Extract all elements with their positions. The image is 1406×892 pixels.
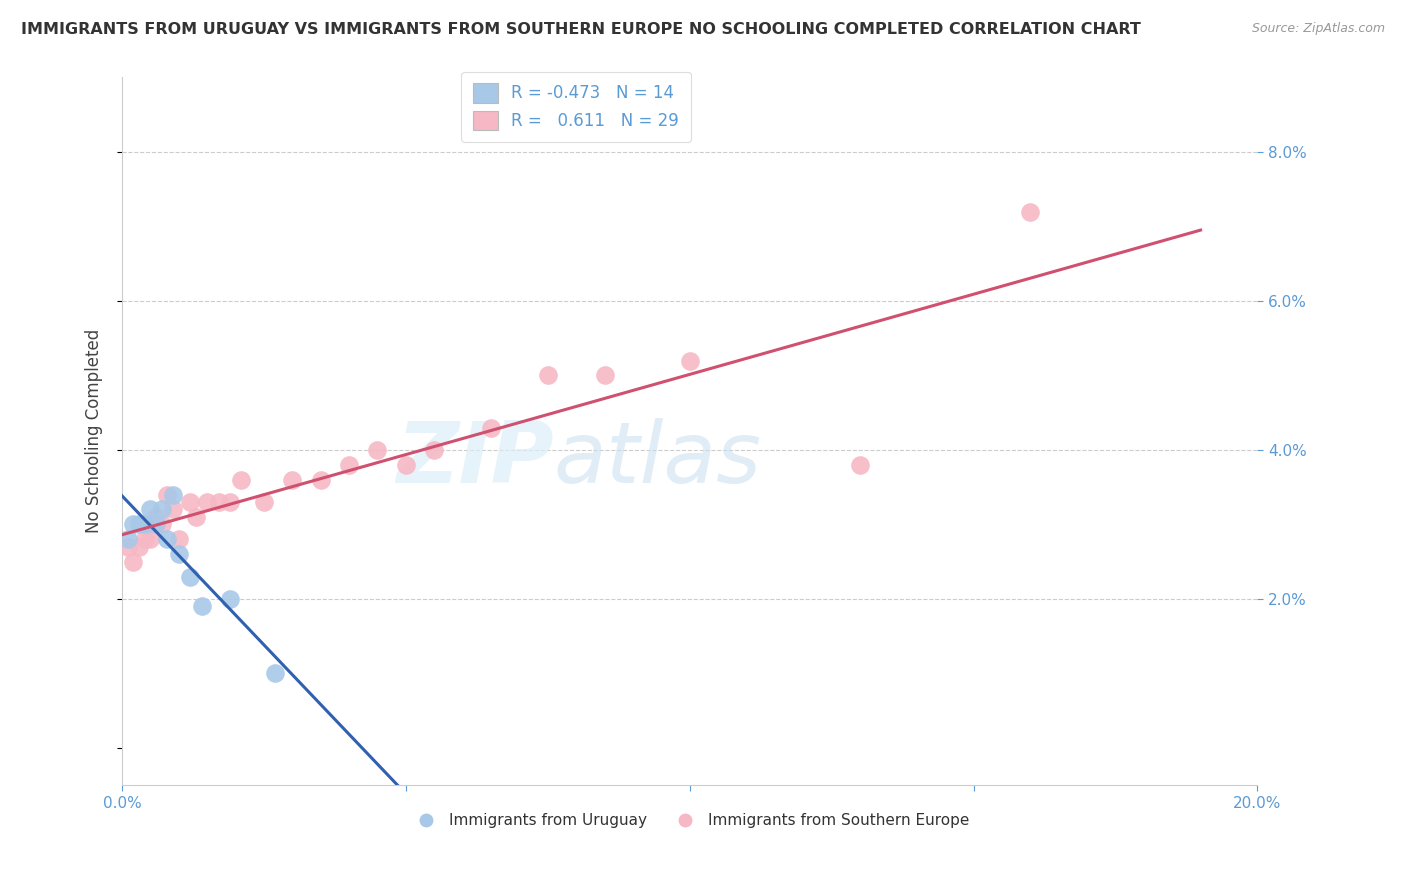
Point	[122, 517, 145, 532]
Point	[128, 517, 150, 532]
Point	[156, 533, 179, 547]
Text: atlas: atlas	[554, 418, 762, 501]
Point	[309, 473, 332, 487]
Point	[117, 533, 139, 547]
Point	[150, 517, 173, 532]
Point	[162, 487, 184, 501]
Point	[190, 599, 212, 614]
Point	[128, 540, 150, 554]
Point	[423, 442, 446, 457]
Point	[139, 533, 162, 547]
Point	[264, 666, 287, 681]
Point	[195, 495, 218, 509]
Point	[134, 533, 156, 547]
Point	[337, 458, 360, 472]
Point	[179, 495, 201, 509]
Point	[253, 495, 276, 509]
Point	[679, 353, 702, 368]
Point	[281, 473, 304, 487]
Point	[219, 495, 242, 509]
Legend: Immigrants from Uruguay, Immigrants from Southern Europe: Immigrants from Uruguay, Immigrants from…	[405, 807, 976, 834]
Point	[366, 442, 388, 457]
Point	[479, 420, 502, 434]
Point	[167, 547, 190, 561]
Point	[231, 473, 253, 487]
Point	[145, 510, 167, 524]
Point	[162, 502, 184, 516]
Text: ZIP: ZIP	[396, 418, 554, 501]
Text: Source: ZipAtlas.com: Source: ZipAtlas.com	[1251, 22, 1385, 36]
Point	[207, 495, 229, 509]
Point	[167, 533, 190, 547]
Point	[117, 540, 139, 554]
Y-axis label: No Schooling Completed: No Schooling Completed	[86, 329, 103, 533]
Point	[184, 510, 207, 524]
Text: IMMIGRANTS FROM URUGUAY VS IMMIGRANTS FROM SOUTHERN EUROPE NO SCHOOLING COMPLETE: IMMIGRANTS FROM URUGUAY VS IMMIGRANTS FR…	[21, 22, 1140, 37]
Point	[156, 487, 179, 501]
Point	[395, 458, 418, 472]
Point	[134, 517, 156, 532]
Point	[145, 517, 167, 532]
Point	[219, 591, 242, 606]
Point	[150, 502, 173, 516]
Point	[537, 368, 560, 383]
Point	[139, 502, 162, 516]
Point	[179, 569, 201, 583]
Point	[849, 458, 872, 472]
Point	[593, 368, 616, 383]
Point	[1019, 204, 1042, 219]
Point	[122, 555, 145, 569]
